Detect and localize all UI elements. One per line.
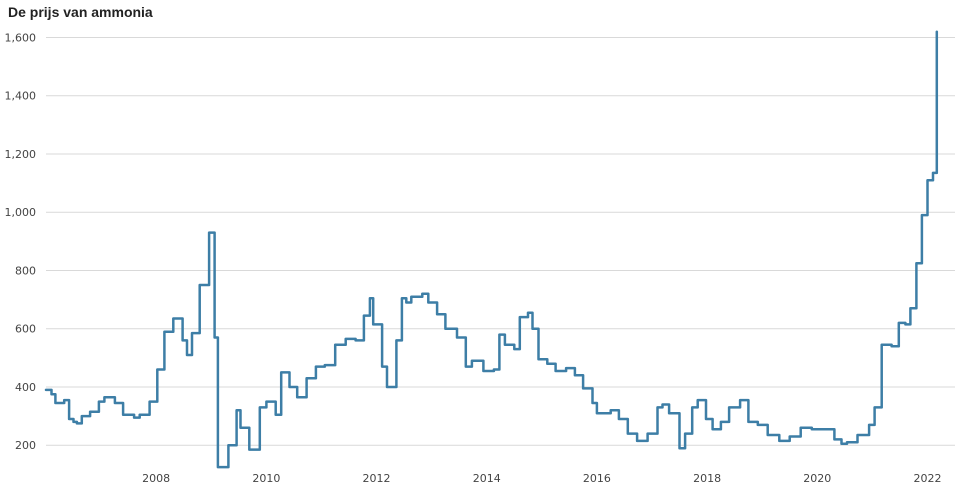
- x-axis-ticks: 2008 2010 2012 2014 2016 2018 2020 2022: [142, 472, 941, 485]
- y-tick-label: 1,200: [5, 148, 37, 161]
- gridlines: [46, 36, 955, 446]
- y-tick-label: 1,000: [5, 206, 37, 219]
- series-line-0: [44, 30, 939, 469]
- x-tick-label: 2022: [913, 472, 941, 485]
- x-tick-label: 2018: [693, 472, 721, 485]
- x-tick-label: 2010: [252, 472, 280, 485]
- x-tick-label: 2008: [142, 472, 170, 485]
- x-tick-label: 2016: [583, 472, 611, 485]
- y-tick-label: 600: [15, 323, 36, 336]
- chart-title: De prijs van ammonia: [8, 4, 153, 20]
- y-tick-label: 1,400: [5, 90, 37, 103]
- y-tick-label: 400: [15, 381, 36, 394]
- y-tick-label: 800: [15, 264, 36, 277]
- y-tick-label: 200: [15, 439, 36, 452]
- x-tick-label: 2012: [363, 472, 391, 485]
- series-layer: [44, 30, 939, 469]
- y-axis-ticks: 200 400 600 800 1,000 1,200 1,400 1,600: [5, 31, 37, 452]
- x-tick-label: 2014: [473, 472, 501, 485]
- y-tick-label: 1,600: [5, 31, 37, 44]
- x-tick-label: 2020: [803, 472, 831, 485]
